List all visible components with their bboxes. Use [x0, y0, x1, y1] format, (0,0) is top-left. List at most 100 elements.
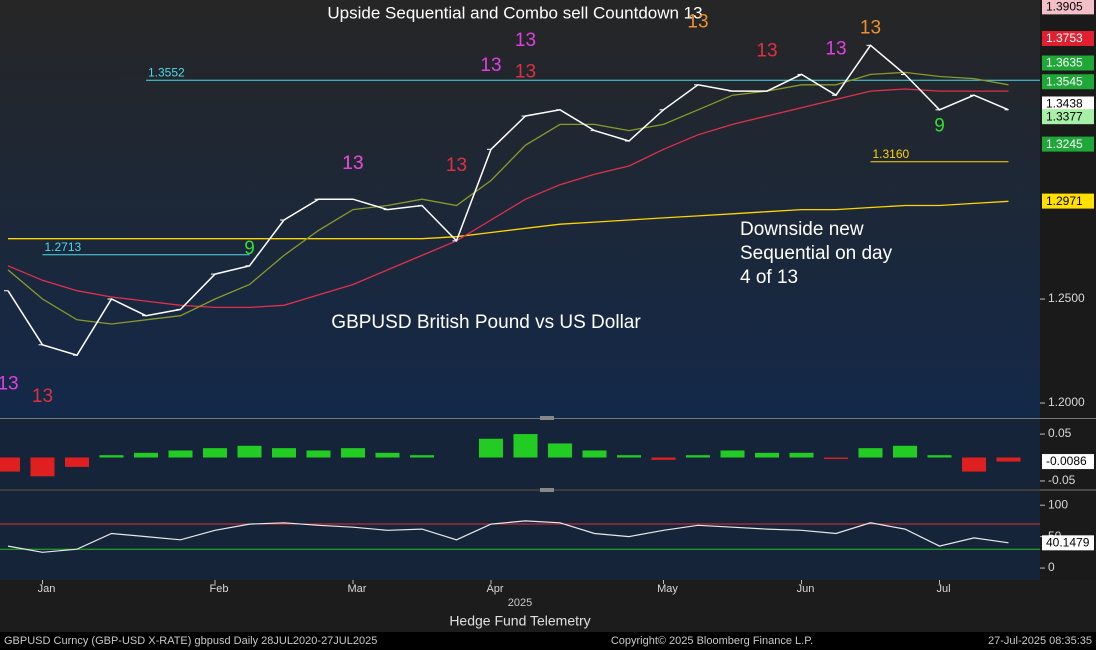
price-tag: 1.2971: [1046, 194, 1083, 208]
x-tick-label: Feb: [210, 583, 229, 595]
bar: [720, 450, 745, 458]
note: Downside new: [740, 219, 864, 240]
count-label: 13: [342, 153, 363, 174]
bar: [755, 452, 779, 458]
count-label: 13: [756, 41, 777, 62]
handle: [540, 488, 554, 492]
series-line: [8, 200, 1009, 240]
count-label: 13: [687, 11, 708, 32]
price-tag: 1.3377: [1046, 109, 1083, 123]
price-tag-box: [1042, 454, 1094, 470]
count-label: 13: [446, 155, 467, 176]
bar: [996, 457, 1021, 462]
series-line: [7, 520, 1009, 553]
x-tick-label: Jan: [38, 583, 56, 595]
count-label: 13: [0, 373, 19, 394]
security: GBPUSD Curncy (GBP-USD X-RATE) gbpusd Da…: [4, 635, 377, 647]
y-tick-label: 1.2000: [1048, 395, 1085, 409]
bar: [168, 450, 193, 458]
count-label: 13: [825, 39, 846, 60]
main-panel: [0, 0, 1040, 418]
bar: [99, 455, 124, 458]
count-label: 13: [32, 386, 53, 407]
price-tag: 1.3438: [1046, 97, 1083, 111]
bar: [341, 448, 365, 458]
price-tag-box: [1042, 74, 1094, 90]
y-tick-label: -0.05: [1048, 473, 1076, 487]
price-tag: -0.0086: [1046, 454, 1087, 468]
price-tag-box: [1042, 30, 1094, 46]
bar: [203, 448, 227, 458]
price-tag-box: [1042, 535, 1094, 551]
price-tag: 1.3245: [1046, 137, 1083, 151]
x-axis-area: [0, 580, 1096, 632]
count-label: 13: [515, 30, 536, 51]
osc-panel: [0, 491, 1040, 580]
price-tag: 1.3545: [1046, 74, 1083, 88]
count-label: 9: [934, 115, 945, 136]
level-label: 1.2713: [45, 240, 82, 254]
bar: [30, 457, 55, 477]
count-label: 13: [515, 61, 536, 82]
count-label: 13: [480, 55, 501, 76]
y-tick-label: 1.2500: [1048, 291, 1085, 305]
y-tick-label: 100: [1048, 497, 1068, 511]
price-tag-box: [1042, 0, 1094, 15]
x-tick-label: Jun: [797, 583, 815, 595]
timestamp: 27-Jul-2025 08:35:35: [988, 635, 1092, 647]
bar: [306, 450, 331, 458]
bar: [134, 452, 158, 458]
bar: [927, 455, 952, 458]
bar: [617, 455, 641, 458]
count-label: 9: [244, 238, 255, 259]
note: Sequential on day: [740, 243, 893, 264]
bar: [686, 455, 710, 458]
handle: [540, 416, 554, 420]
bar: [582, 450, 607, 458]
price-tag: 1.3753: [1046, 31, 1083, 45]
price-tag: 1.3635: [1046, 56, 1083, 70]
level-label: 1.3552: [148, 65, 185, 79]
price-tag: 1.3905: [1046, 0, 1083, 14]
bar: [410, 455, 434, 458]
x-tick-label: Apr: [486, 583, 503, 595]
count-label: 13: [860, 18, 881, 39]
bar: [548, 443, 572, 458]
bar: [858, 448, 883, 458]
series-line: [7, 71, 1009, 325]
footer-bar: [0, 632, 1096, 650]
copyright: Copyright© 2025 Bloomberg Finance L.P.: [611, 635, 813, 647]
bar: [65, 457, 89, 467]
subtitle: GBPUSD British Pound vs US Dollar: [331, 312, 641, 333]
price-tag-box: [1042, 136, 1094, 152]
bar: [962, 457, 986, 472]
y-tick-label: 0.05: [1048, 426, 1072, 440]
bar: [824, 457, 848, 459]
bar: [513, 434, 538, 458]
x-tick-label: May: [657, 583, 678, 595]
series-line: [7, 44, 1009, 357]
bar: [789, 452, 814, 458]
price-tag-box: [1042, 109, 1094, 125]
level-label: 1.3160: [873, 147, 910, 161]
price-tag-box: [1042, 55, 1094, 71]
count-label: 13: [342, 153, 363, 174]
bar: [237, 445, 262, 458]
credit: Hedge Fund Telemetry: [449, 613, 590, 629]
price-tag: 40.1479: [1046, 535, 1090, 549]
bar: [272, 448, 296, 458]
bar: [479, 438, 503, 458]
bar: [0, 457, 20, 472]
bar: [651, 457, 676, 460]
x-tick-label: Jul: [936, 583, 950, 595]
price-tag-box: [1042, 193, 1094, 209]
y-tick-label: 0: [1048, 560, 1055, 574]
bar: [893, 445, 917, 458]
bar: [375, 452, 400, 458]
note: 4 of 13: [740, 267, 798, 288]
year: 2025: [508, 597, 532, 609]
series-line: [7, 88, 1009, 309]
x-tick-label: Mar: [348, 583, 367, 595]
price-tag-box: [1042, 96, 1094, 112]
